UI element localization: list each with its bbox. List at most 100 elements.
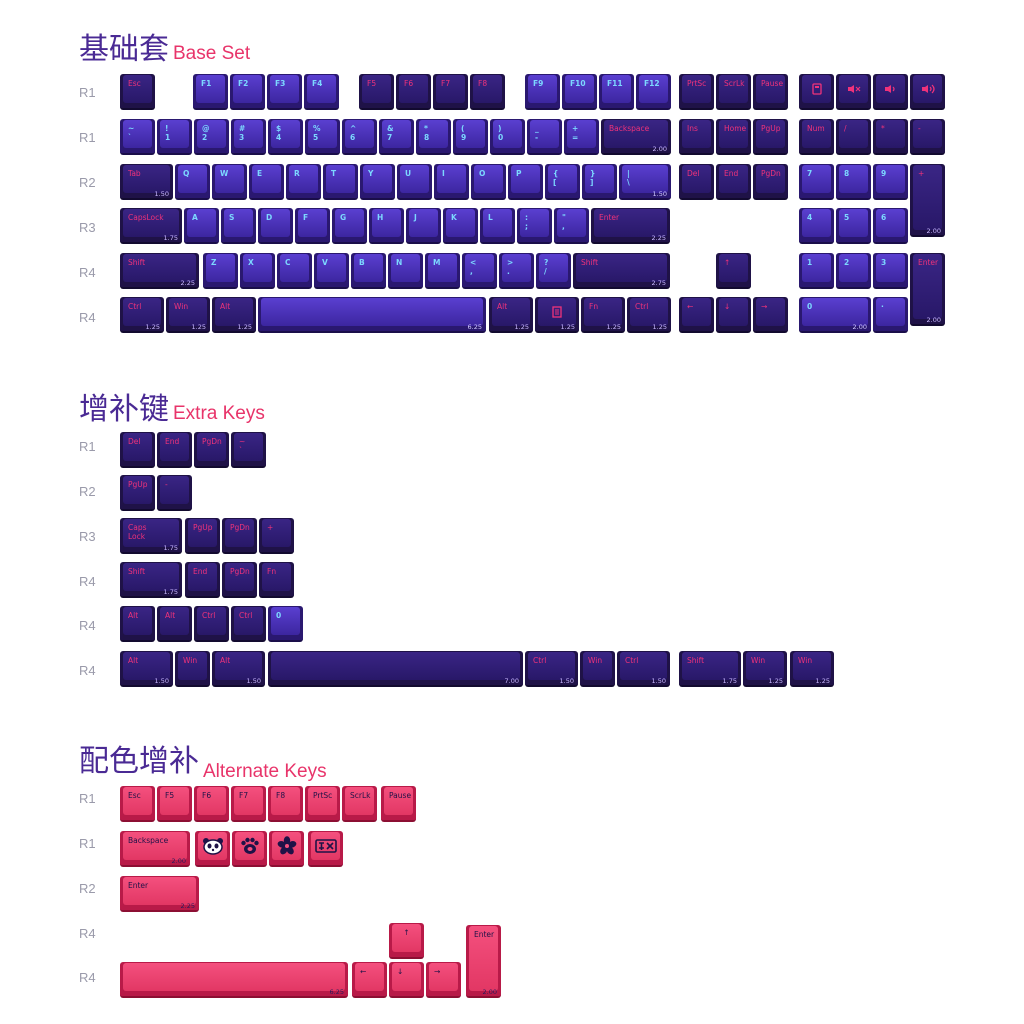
keycap-backspace[interactable]: Backspace 2.00 bbox=[120, 831, 190, 867]
keycap-l[interactable]: L bbox=[480, 208, 515, 244]
keycap-z[interactable]: Z bbox=[203, 253, 238, 289]
keycap-symbol[interactable]: - bbox=[910, 119, 945, 155]
keycap-f6[interactable]: F6 bbox=[396, 74, 431, 110]
keycap-symbol[interactable]: +2.00 bbox=[910, 164, 945, 237]
keycap-6[interactable]: ^ 6 bbox=[342, 119, 377, 155]
keycap-symbol[interactable]: ↑ bbox=[716, 253, 751, 289]
keycap-1[interactable]: 1 bbox=[799, 253, 834, 289]
keycap-s[interactable]: S bbox=[221, 208, 256, 244]
keycap-pause[interactable]: Pause bbox=[381, 786, 416, 822]
keycap-6[interactable]: 6 bbox=[873, 208, 908, 244]
keycap-a[interactable]: A bbox=[184, 208, 219, 244]
keycap-win[interactable]: Win bbox=[175, 651, 210, 687]
keycap-pgup[interactable]: PgUp bbox=[185, 518, 220, 554]
keycap-calculator[interactable] bbox=[799, 74, 834, 110]
keycap-del[interactable]: Del bbox=[120, 432, 155, 468]
keycap-symbol[interactable]: ↑ bbox=[389, 923, 424, 959]
keycap-symbol[interactable]: + = bbox=[564, 119, 599, 155]
keycap-shift[interactable]: Shift 1.75 bbox=[679, 651, 741, 687]
keycap-volume-up[interactable] bbox=[910, 74, 945, 110]
keycap-symbol[interactable]: } ] bbox=[582, 164, 617, 200]
keycap-m[interactable]: M bbox=[425, 253, 460, 289]
keycap-ins[interactable]: Ins bbox=[679, 119, 714, 155]
keycap-enter[interactable]: Enter 2.00 bbox=[466, 925, 501, 998]
keycap-f2[interactable]: F2 bbox=[230, 74, 265, 110]
keycap-8[interactable]: 8 bbox=[836, 164, 871, 200]
keycap-o[interactable]: O bbox=[471, 164, 506, 200]
keycap-fn[interactable]: Fn 1.25 bbox=[581, 297, 625, 333]
keycap-symbol[interactable]: ? / bbox=[536, 253, 571, 289]
keycap-home[interactable]: Home bbox=[716, 119, 751, 155]
keycap-symbol[interactable]: ← bbox=[352, 962, 387, 998]
keycap-n[interactable]: N bbox=[388, 253, 423, 289]
keycap-t[interactable]: T bbox=[323, 164, 358, 200]
keycap-symbol[interactable]: · bbox=[873, 297, 908, 333]
keycap-alt[interactable]: Alt bbox=[120, 606, 155, 642]
keycap-scrlk[interactable]: ScrLk bbox=[716, 74, 751, 110]
keycap-spacebar[interactable]: 6.25 bbox=[120, 962, 348, 998]
keycap-ctrl[interactable]: Ctrl 1.50 bbox=[617, 651, 670, 687]
keycap-y[interactable]: Y bbox=[360, 164, 395, 200]
keycap-esc[interactable]: Esc bbox=[120, 786, 155, 822]
keycap-f8[interactable]: F8 bbox=[470, 74, 505, 110]
keycap-9[interactable]: 9 bbox=[873, 164, 908, 200]
keycap-shift[interactable]: Shift 1.75 bbox=[120, 562, 182, 598]
keycap-4[interactable]: 4 bbox=[799, 208, 834, 244]
keycap-i[interactable]: I bbox=[434, 164, 469, 200]
keycap-shift[interactable]: Shift 2.75 bbox=[573, 253, 670, 289]
keycap-r[interactable]: R bbox=[286, 164, 321, 200]
keycap-spacebar[interactable]: 7.00 bbox=[268, 651, 523, 687]
keycap-prtsc[interactable]: PrtSc bbox=[679, 74, 714, 110]
keycap-u[interactable]: U bbox=[397, 164, 432, 200]
keycap-f4[interactable]: F4 bbox=[304, 74, 339, 110]
keycap-ctrl[interactable]: Ctrl 1.50 bbox=[525, 651, 578, 687]
keycap-3[interactable]: # 3 bbox=[231, 119, 266, 155]
keycap-k[interactable]: K bbox=[443, 208, 478, 244]
keycap-f9[interactable]: F9 bbox=[525, 74, 560, 110]
keycap-d[interactable]: D bbox=[258, 208, 293, 244]
keycap-end[interactable]: End bbox=[716, 164, 751, 200]
keycap-symbol[interactable]: : ; bbox=[517, 208, 552, 244]
keycap-symbol[interactable]: ~ ` bbox=[231, 432, 266, 468]
keycap-enter[interactable]: Enter 2.25 bbox=[120, 876, 199, 912]
keycap-symbol[interactable]: " , bbox=[554, 208, 589, 244]
keycap-f[interactable]: F bbox=[295, 208, 330, 244]
keycap-f3[interactable]: F3 bbox=[267, 74, 302, 110]
keycap-pgup[interactable]: PgUp bbox=[753, 119, 788, 155]
keycap-tab[interactable]: Tab 1.50 bbox=[120, 164, 173, 200]
keycap-alt[interactable]: Alt 1.25 bbox=[489, 297, 533, 333]
keycap-f5[interactable]: F5 bbox=[359, 74, 394, 110]
keycap-symbol[interactable]: * bbox=[873, 119, 908, 155]
keycap-pgup[interactable]: PgUp bbox=[120, 475, 155, 511]
keycap-5[interactable]: % 5 bbox=[305, 119, 340, 155]
keycap-5[interactable]: 5 bbox=[836, 208, 871, 244]
keycap-win[interactable]: Win bbox=[580, 651, 615, 687]
keycap-p[interactable]: P bbox=[508, 164, 543, 200]
keycap-f8[interactable]: F8 bbox=[268, 786, 303, 822]
keycap-2[interactable]: @ 2 bbox=[194, 119, 229, 155]
keycap-sakura[interactable] bbox=[269, 831, 304, 867]
keycap-8[interactable]: * 8 bbox=[416, 119, 451, 155]
keycap-0[interactable]: ) 0 bbox=[490, 119, 525, 155]
keycap-f1[interactable]: F1 bbox=[193, 74, 228, 110]
keycap-spacebar[interactable]: 6.25 bbox=[258, 297, 486, 333]
keycap-shift[interactable]: Shift 2.25 bbox=[120, 253, 199, 289]
keycap-symbol[interactable]: < , bbox=[462, 253, 497, 289]
keycap-symbol[interactable]: ↓ bbox=[716, 297, 751, 333]
keycap-symbol[interactable]: ← bbox=[679, 297, 714, 333]
keycap-mute[interactable] bbox=[836, 74, 871, 110]
keycap-f12[interactable]: F12 bbox=[636, 74, 671, 110]
keycap-pgdn[interactable]: PgDn bbox=[222, 518, 257, 554]
keycap-7[interactable]: & 7 bbox=[379, 119, 414, 155]
keycap-0[interactable]: 0 2.00 bbox=[799, 297, 871, 333]
keycap-alt[interactable]: Alt 1.50 bbox=[120, 651, 173, 687]
keycap-g[interactable]: G bbox=[332, 208, 367, 244]
keycap-pgdn[interactable]: PgDn bbox=[753, 164, 788, 200]
keycap-win[interactable]: Win 1.25 bbox=[790, 651, 834, 687]
keycap-alt[interactable]: Alt bbox=[157, 606, 192, 642]
keycap-7[interactable]: 7 bbox=[799, 164, 834, 200]
keycap-pgdn[interactable]: PgDn bbox=[194, 432, 229, 468]
keycap-symbol[interactable]: → bbox=[426, 962, 461, 998]
keycap-ctrl[interactable]: Ctrl 1.25 bbox=[627, 297, 671, 333]
keycap-alt[interactable]: Alt 1.25 bbox=[212, 297, 256, 333]
